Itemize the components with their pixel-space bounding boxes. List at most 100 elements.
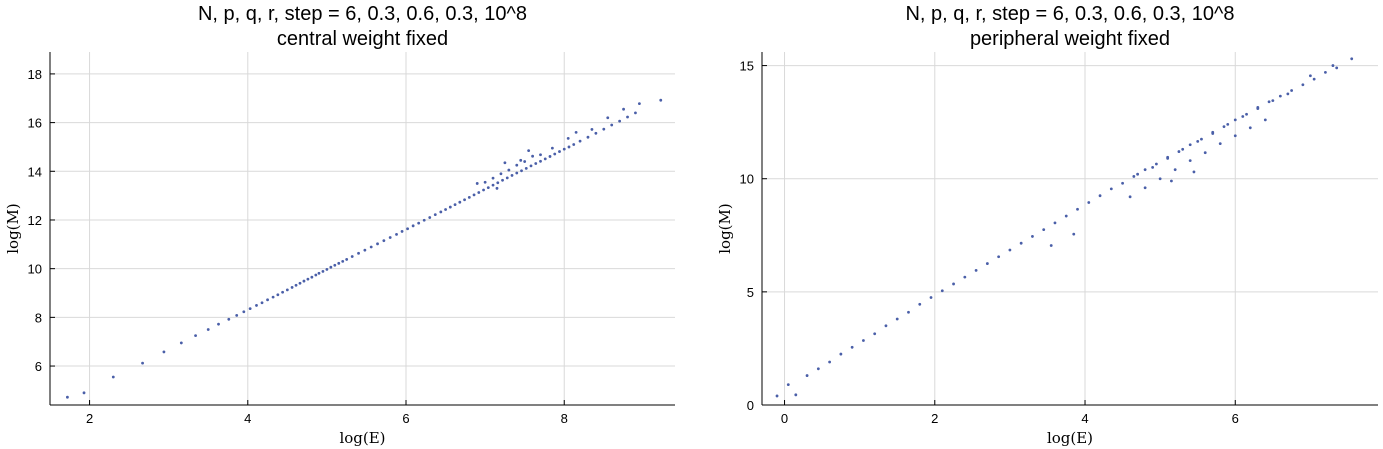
x-tick-label: 2 xyxy=(86,411,93,426)
data-point xyxy=(329,265,333,269)
data-point xyxy=(963,275,967,279)
data-point xyxy=(281,290,284,294)
data-point xyxy=(543,157,547,161)
data-point xyxy=(918,302,922,306)
data-point xyxy=(235,314,239,317)
data-point xyxy=(1331,64,1335,67)
data-point xyxy=(574,130,578,134)
data-point xyxy=(828,360,832,364)
chart-central-weight-fixed: N, p, q, r, step = 6, 0.3, 0.6, 0.3, 10^… xyxy=(4,3,675,447)
data-point xyxy=(1271,99,1275,103)
data-point xyxy=(531,154,534,158)
x-tick-label: 6 xyxy=(1232,411,1239,426)
data-point xyxy=(1188,159,1192,163)
data-point xyxy=(1324,70,1327,74)
data-point xyxy=(974,268,978,272)
data-point xyxy=(794,393,798,397)
data-point xyxy=(422,218,426,222)
data-point xyxy=(529,164,533,168)
data-point xyxy=(179,341,183,345)
data-point xyxy=(1203,151,1207,155)
data-point xyxy=(475,182,479,185)
data-point xyxy=(862,339,865,342)
data-point xyxy=(1008,248,1012,252)
y-tick-label: 6 xyxy=(35,359,42,374)
data-point xyxy=(290,286,294,289)
data-point xyxy=(350,255,354,258)
data-point xyxy=(1263,118,1267,122)
data-point xyxy=(302,279,306,283)
data-point xyxy=(1121,181,1124,185)
data-point xyxy=(501,178,504,182)
x-tick-label: 4 xyxy=(1081,411,1088,426)
data-point xyxy=(550,146,554,150)
x-tick-label: 4 xyxy=(244,411,251,426)
x-tick-label: 2 xyxy=(931,411,938,426)
data-point xyxy=(482,188,485,192)
data-point xyxy=(1312,77,1316,81)
data-point xyxy=(590,128,594,131)
data-point xyxy=(388,236,392,239)
data-point xyxy=(1181,147,1185,151)
data-point xyxy=(1350,57,1354,61)
data-point xyxy=(417,221,421,225)
data-point xyxy=(194,334,197,338)
data-point xyxy=(586,135,590,139)
data-point xyxy=(816,367,820,371)
y-axis-label: log(M) xyxy=(4,203,22,254)
data-point xyxy=(519,158,523,162)
data-point xyxy=(1154,162,1158,166)
data-point xyxy=(1031,235,1034,238)
data-point xyxy=(1173,168,1177,172)
data-point xyxy=(515,171,519,175)
data-point xyxy=(400,230,404,233)
data-point xyxy=(907,310,910,314)
data-point xyxy=(341,259,345,263)
data-point xyxy=(477,191,481,194)
data-point xyxy=(940,289,944,293)
y-tick-label: 0 xyxy=(747,398,754,413)
data-point xyxy=(325,267,329,271)
data-point xyxy=(310,275,314,279)
data-point xyxy=(206,328,210,331)
data-point xyxy=(1072,232,1076,236)
data-point xyxy=(345,258,349,261)
data-point xyxy=(483,180,487,184)
data-point xyxy=(548,155,552,158)
data-point xyxy=(873,332,877,336)
data-point xyxy=(1143,186,1147,190)
data-point xyxy=(895,317,899,321)
data-point xyxy=(515,163,519,167)
data-point xyxy=(1177,150,1181,153)
data-point xyxy=(523,160,527,163)
data-point xyxy=(1290,89,1294,92)
data-point xyxy=(294,283,298,287)
data-point xyxy=(1132,175,1136,178)
data-point xyxy=(775,394,779,398)
data-point xyxy=(321,269,325,273)
data-point xyxy=(248,307,252,310)
data-point xyxy=(411,224,415,228)
data-point xyxy=(1308,74,1312,78)
data-point xyxy=(558,150,561,153)
data-point xyxy=(433,213,437,217)
x-tick-label: 6 xyxy=(402,411,409,426)
data-point xyxy=(634,111,637,115)
data-point xyxy=(496,181,500,185)
y-tick-label: 12 xyxy=(28,213,42,228)
y-tick-label: 16 xyxy=(28,116,42,131)
data-point xyxy=(260,301,264,305)
data-point xyxy=(217,322,220,326)
data-point xyxy=(491,183,495,187)
data-point xyxy=(1128,195,1132,199)
data-point xyxy=(566,137,570,140)
data-point xyxy=(428,216,432,219)
data-point xyxy=(1098,194,1102,198)
data-point xyxy=(952,282,955,286)
data-point xyxy=(1241,115,1245,118)
data-point xyxy=(1064,214,1068,218)
data-point xyxy=(382,239,386,243)
y-tick-label: 14 xyxy=(28,164,42,179)
data-point xyxy=(618,119,622,123)
data-point xyxy=(997,255,1001,259)
